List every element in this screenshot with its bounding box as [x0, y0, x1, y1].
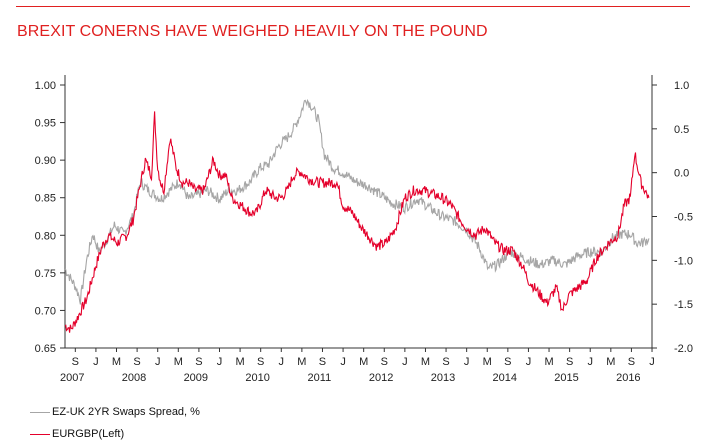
x-month-label: S: [442, 356, 449, 368]
x-month-label: J: [526, 356, 532, 368]
y-left-tick-label: 1.00: [35, 80, 56, 92]
legend-swatch-spread: [30, 411, 50, 413]
y-left-tick-label: 0.95: [35, 118, 56, 130]
series-line-swaps-spread: [64, 98, 650, 305]
x-month-label: M: [421, 356, 430, 368]
x-month-label: J: [340, 356, 346, 368]
x-month-label: S: [257, 356, 264, 368]
x-month-label: J: [93, 356, 99, 368]
x-month-label: M: [483, 356, 492, 368]
x-month-label: S: [133, 356, 140, 368]
x-month-label: J: [402, 356, 408, 368]
x-month-label: J: [649, 356, 655, 368]
y-left-tick-label: 0.85: [35, 193, 56, 205]
x-month-label: S: [628, 356, 635, 368]
x-month-label: J: [155, 356, 161, 368]
x-month-label: J: [217, 356, 223, 368]
x-month-label: S: [319, 356, 326, 368]
x-month-label: S: [566, 356, 573, 368]
y-right-tick-label: 0.0: [674, 168, 689, 180]
y-left-tick-label: 0.90: [35, 155, 56, 167]
y-left-tick-label: 0.70: [35, 305, 56, 317]
legend-label-spread: EZ-UK 2YR Swaps Spread, %: [52, 406, 200, 418]
y-right-tick-label: -1.5: [674, 299, 693, 311]
x-month-label: S: [195, 356, 202, 368]
x-month-label: M: [606, 356, 615, 368]
x-year-label: 2014: [493, 372, 517, 384]
series-layer: [64, 98, 650, 333]
x-month-label: M: [236, 356, 245, 368]
x-year-label: 2007: [60, 372, 84, 384]
x-year-label: 2013: [431, 372, 455, 384]
x-month-label: M: [174, 356, 183, 368]
x-year-label: 2016: [616, 372, 640, 384]
x-month-label: M: [359, 356, 368, 368]
x-year-label: 2012: [369, 372, 393, 384]
x-month-label: S: [72, 356, 79, 368]
x-month-label: M: [297, 356, 306, 368]
y-right-tick-label: 0.5: [674, 124, 689, 136]
x-year-label: 2011: [308, 372, 332, 384]
header-rule: [16, 6, 690, 7]
legend-item-spread: EZ-UK 2YR Swaps Spread, %: [30, 406, 200, 418]
legend-label-eurgbp: EURGBP(Left): [52, 428, 125, 440]
y-right-tick-label: -2.0: [674, 343, 693, 355]
axes: 0.65 0.70 0.75 0.80 0.85 0.90 0.95 1.00 -2.0 -1.5…: [35, 75, 693, 384]
x-year-label: 2008: [122, 372, 146, 384]
x-year-label: 2009: [184, 372, 208, 384]
x-month-label: J: [464, 356, 470, 368]
x-month-label: J: [587, 356, 593, 368]
y-left-tick-label: 0.80: [35, 230, 56, 242]
x-year-label: 2015: [554, 372, 578, 384]
y-right-tick-label: -0.5: [674, 212, 693, 224]
x-month-label: J: [279, 356, 285, 368]
legend-item-eurgbp: EURGBP(Left): [30, 428, 124, 440]
y-left-tick-label: 0.65: [35, 343, 56, 355]
x-month-label: S: [381, 356, 388, 368]
chart-title: BREXIT CONERNS HAVE WEIGHED HEAVILY ON T…: [17, 23, 488, 40]
y-right-tick-label: 1.0: [674, 80, 689, 92]
legend-swatch-eurgbp: [30, 433, 50, 435]
x-year-label: 2010: [245, 372, 269, 384]
x-month-label: S: [504, 356, 511, 368]
y-left-tick-label: 0.75: [35, 268, 56, 280]
y-right-tick-label: -1.0: [674, 255, 693, 267]
series-line-eurgbp: [64, 111, 650, 333]
x-month-label: M: [544, 356, 553, 368]
x-month-label: M: [112, 356, 121, 368]
